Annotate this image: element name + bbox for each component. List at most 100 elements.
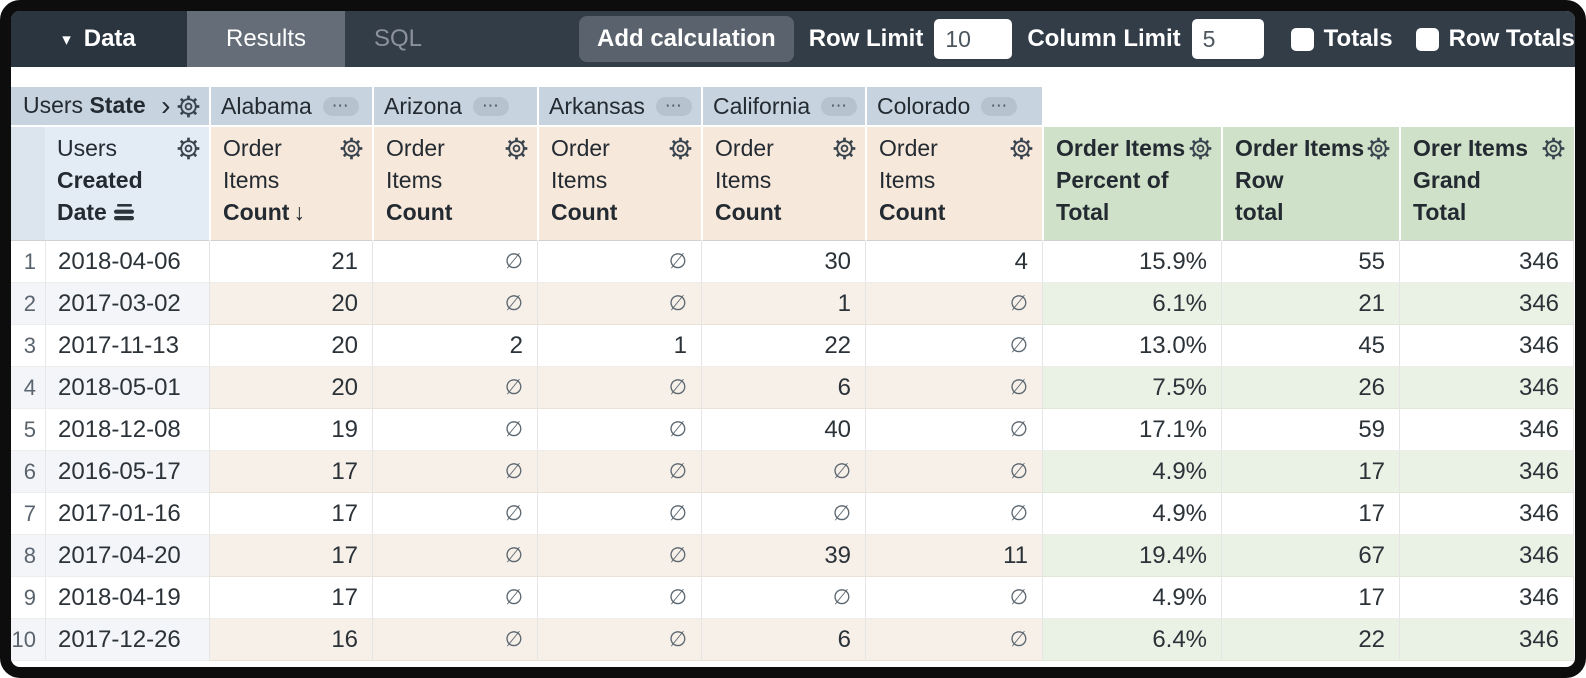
pivot-dimension-header[interactable]: Users State › — [11, 87, 210, 127]
value-cell[interactable]: ∅ — [537, 367, 702, 409]
column-header-count-4[interactable]: Order Items Count — [865, 127, 1043, 241]
data-menu[interactable]: ▾ Data — [11, 11, 187, 67]
calc-cell[interactable]: 22 — [1221, 619, 1400, 661]
gear-icon[interactable] — [339, 136, 364, 161]
value-cell[interactable]: ∅ — [865, 325, 1043, 367]
column-header-percent-of-total[interactable]: Order Items Percent of Total — [1042, 127, 1222, 241]
row-totals-checkbox[interactable] — [1415, 27, 1439, 51]
date-collapse-icon[interactable] — [113, 204, 136, 221]
more-options-icon[interactable]: ⋯ — [981, 96, 1018, 116]
calc-cell[interactable]: 346 — [1399, 451, 1575, 493]
value-cell[interactable]: 16 — [209, 619, 373, 661]
value-cell[interactable]: ∅ — [701, 451, 866, 493]
value-cell[interactable]: ∅ — [372, 535, 538, 577]
value-cell[interactable]: ∅ — [537, 241, 702, 283]
value-cell[interactable]: ∅ — [865, 409, 1043, 451]
value-cell[interactable]: 2 — [372, 325, 538, 367]
value-cell[interactable]: ∅ — [865, 577, 1043, 619]
value-cell[interactable]: ∅ — [537, 535, 702, 577]
value-cell[interactable]: ∅ — [701, 493, 866, 535]
calc-cell[interactable]: 4.9% — [1042, 577, 1222, 619]
value-cell[interactable]: 39 — [701, 535, 866, 577]
date-cell[interactable]: 2018-05-01 — [45, 367, 210, 409]
pivot-value-cell[interactable]: Colorado ⋯ — [865, 87, 1043, 127]
value-cell[interactable]: ∅ — [537, 493, 702, 535]
value-cell[interactable]: 17 — [209, 577, 373, 619]
pivot-value-cell[interactable]: Arizona ⋯ — [372, 87, 538, 127]
more-options-icon[interactable]: ⋯ — [655, 96, 692, 116]
calc-cell[interactable]: 15.9% — [1042, 241, 1222, 283]
tab-results[interactable]: Results — [187, 11, 345, 67]
column-header-count-0[interactable]: Order Items Count ↓ — [209, 127, 373, 241]
calc-cell[interactable]: 55 — [1221, 241, 1400, 283]
pivot-value-cell[interactable]: California ⋯ — [701, 87, 866, 127]
calc-cell[interactable]: 346 — [1399, 493, 1575, 535]
value-cell[interactable]: 6 — [701, 367, 866, 409]
pivot-value-cell[interactable]: Arkansas ⋯ — [537, 87, 702, 127]
date-cell[interactable]: 2018-04-19 — [45, 577, 210, 619]
date-cell[interactable]: 2017-11-13 — [45, 325, 210, 367]
date-cell[interactable]: 2017-04-20 — [45, 535, 210, 577]
value-cell[interactable]: 22 — [701, 325, 866, 367]
calc-cell[interactable]: 346 — [1399, 535, 1575, 577]
value-cell[interactable]: ∅ — [537, 409, 702, 451]
value-cell[interactable]: 17 — [209, 535, 373, 577]
value-cell[interactable]: 17 — [209, 451, 373, 493]
gear-icon[interactable] — [1188, 136, 1213, 161]
value-cell[interactable]: ∅ — [372, 619, 538, 661]
value-cell[interactable]: ∅ — [537, 619, 702, 661]
value-cell[interactable]: ∅ — [372, 577, 538, 619]
value-cell[interactable]: ∅ — [865, 367, 1043, 409]
value-cell[interactable]: 1 — [537, 325, 702, 367]
value-cell[interactable]: ∅ — [537, 451, 702, 493]
totals-checkbox[interactable] — [1290, 27, 1314, 51]
value-cell[interactable]: 6 — [701, 619, 866, 661]
calc-cell[interactable]: 346 — [1399, 409, 1575, 451]
calc-cell[interactable]: 45 — [1221, 325, 1400, 367]
column-header-count-2[interactable]: Order Items Count — [537, 127, 702, 241]
gear-icon[interactable] — [504, 136, 529, 161]
value-cell[interactable]: ∅ — [865, 451, 1043, 493]
gear-icon[interactable] — [668, 136, 693, 161]
column-header-row-total[interactable]: Order Items Row total — [1221, 127, 1400, 241]
more-options-icon[interactable]: ⋯ — [322, 96, 359, 116]
value-cell[interactable]: 17 — [209, 493, 373, 535]
calc-cell[interactable]: 7.5% — [1042, 367, 1222, 409]
gear-icon[interactable] — [1541, 136, 1566, 161]
pivot-value-cell[interactable]: Alabama ⋯ — [209, 87, 373, 127]
value-cell[interactable]: ∅ — [372, 241, 538, 283]
gear-icon[interactable] — [832, 136, 857, 161]
row-limit-input[interactable] — [934, 19, 1013, 59]
value-cell[interactable]: ∅ — [372, 283, 538, 325]
column-header-count-1[interactable]: Order Items Count — [372, 127, 538, 241]
date-cell[interactable]: 2017-12-26 — [45, 619, 210, 661]
value-cell[interactable]: ∅ — [537, 577, 702, 619]
value-cell[interactable]: 1 — [701, 283, 866, 325]
calc-cell[interactable]: 346 — [1399, 367, 1575, 409]
value-cell[interactable]: 4 — [865, 241, 1043, 283]
calc-cell[interactable]: 4.9% — [1042, 451, 1222, 493]
calc-cell[interactable]: 17.1% — [1042, 409, 1222, 451]
value-cell[interactable]: ∅ — [372, 367, 538, 409]
value-cell[interactable]: ∅ — [372, 409, 538, 451]
value-cell[interactable]: 20 — [209, 283, 373, 325]
value-cell[interactable]: ∅ — [701, 577, 866, 619]
column-header-count-3[interactable]: Order Items Count — [701, 127, 866, 241]
calc-cell[interactable]: 67 — [1221, 535, 1400, 577]
calc-cell[interactable]: 59 — [1221, 409, 1400, 451]
calc-cell[interactable]: 26 — [1221, 367, 1400, 409]
date-cell[interactable]: 2016-05-17 — [45, 451, 210, 493]
column-limit-input[interactable] — [1191, 19, 1264, 59]
value-cell[interactable]: 20 — [209, 325, 373, 367]
column-header-created-date[interactable]: Users Created Date — [45, 127, 210, 241]
calc-cell[interactable]: 17 — [1221, 577, 1400, 619]
value-cell[interactable]: ∅ — [865, 619, 1043, 661]
date-cell[interactable]: 2017-03-02 — [45, 283, 210, 325]
value-cell[interactable]: 11 — [865, 535, 1043, 577]
calc-cell[interactable]: 13.0% — [1042, 325, 1222, 367]
value-cell[interactable]: ∅ — [372, 493, 538, 535]
date-cell[interactable]: 2017-01-16 — [45, 493, 210, 535]
date-cell[interactable]: 2018-12-08 — [45, 409, 210, 451]
calc-cell[interactable]: 6.4% — [1042, 619, 1222, 661]
calc-cell[interactable]: 346 — [1399, 241, 1575, 283]
